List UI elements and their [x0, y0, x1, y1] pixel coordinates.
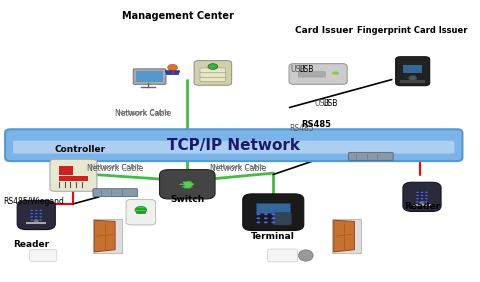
Text: USB: USB — [290, 65, 306, 74]
Text: Controller: Controller — [55, 145, 106, 154]
FancyBboxPatch shape — [299, 72, 325, 77]
FancyBboxPatch shape — [400, 80, 425, 83]
Ellipse shape — [39, 219, 42, 221]
Ellipse shape — [264, 221, 268, 223]
Bar — [93, 219, 122, 253]
Text: Network Cable: Network Cable — [210, 164, 266, 173]
FancyBboxPatch shape — [200, 68, 226, 73]
Ellipse shape — [332, 71, 339, 75]
Text: RS485: RS485 — [301, 120, 331, 129]
FancyBboxPatch shape — [256, 203, 290, 213]
Text: Network Cable: Network Cable — [118, 110, 168, 116]
FancyBboxPatch shape — [403, 182, 441, 212]
Ellipse shape — [416, 192, 419, 193]
Ellipse shape — [420, 192, 423, 193]
Ellipse shape — [420, 198, 423, 199]
FancyBboxPatch shape — [396, 57, 430, 86]
Text: USB: USB — [298, 65, 313, 74]
Polygon shape — [334, 220, 354, 252]
Text: Management Center: Management Center — [122, 11, 234, 21]
Text: Network Cable: Network Cable — [115, 109, 171, 118]
Ellipse shape — [348, 235, 350, 237]
Text: RS485/Wiegand: RS485/Wiegand — [4, 197, 65, 206]
Ellipse shape — [35, 216, 37, 217]
FancyBboxPatch shape — [268, 249, 298, 262]
FancyBboxPatch shape — [59, 176, 88, 181]
Text: Switch: Switch — [170, 195, 204, 204]
Ellipse shape — [425, 192, 428, 193]
FancyBboxPatch shape — [50, 159, 97, 191]
Ellipse shape — [30, 216, 33, 217]
FancyBboxPatch shape — [17, 201, 55, 230]
FancyBboxPatch shape — [200, 77, 226, 82]
Ellipse shape — [39, 216, 42, 217]
Ellipse shape — [299, 250, 313, 261]
Text: TCP/IP Network: TCP/IP Network — [167, 138, 300, 153]
Ellipse shape — [264, 213, 268, 215]
Ellipse shape — [420, 201, 423, 202]
Ellipse shape — [256, 221, 260, 223]
FancyBboxPatch shape — [348, 152, 393, 160]
Ellipse shape — [420, 195, 423, 196]
Ellipse shape — [208, 64, 218, 69]
Ellipse shape — [416, 201, 419, 202]
Ellipse shape — [39, 210, 42, 211]
Text: Card Issuer: Card Issuer — [295, 26, 353, 35]
Text: Network Cable: Network Cable — [87, 164, 144, 173]
FancyBboxPatch shape — [30, 250, 57, 261]
FancyBboxPatch shape — [93, 189, 138, 197]
Ellipse shape — [135, 206, 146, 213]
Text: USB: USB — [314, 99, 330, 108]
Ellipse shape — [416, 195, 419, 196]
FancyBboxPatch shape — [26, 222, 46, 224]
Ellipse shape — [256, 217, 260, 219]
FancyBboxPatch shape — [13, 141, 455, 154]
FancyBboxPatch shape — [59, 166, 73, 175]
Ellipse shape — [425, 195, 428, 196]
Ellipse shape — [35, 213, 37, 214]
Ellipse shape — [425, 201, 428, 202]
Text: Network Cable: Network Cable — [90, 164, 141, 170]
Ellipse shape — [271, 221, 275, 223]
Ellipse shape — [30, 219, 33, 221]
FancyBboxPatch shape — [273, 213, 291, 225]
Text: RS485: RS485 — [289, 124, 313, 133]
Polygon shape — [95, 220, 115, 252]
Ellipse shape — [39, 213, 42, 214]
Ellipse shape — [30, 210, 33, 211]
FancyBboxPatch shape — [126, 200, 156, 225]
FancyBboxPatch shape — [403, 65, 422, 73]
Ellipse shape — [108, 235, 111, 237]
Polygon shape — [166, 71, 180, 74]
Ellipse shape — [168, 64, 178, 71]
Ellipse shape — [30, 213, 33, 214]
Text: Terminal: Terminal — [252, 232, 295, 241]
Ellipse shape — [35, 219, 37, 221]
Ellipse shape — [34, 219, 39, 222]
Text: Reader: Reader — [13, 240, 49, 249]
Text: Network Cable: Network Cable — [213, 164, 264, 170]
Ellipse shape — [35, 210, 37, 211]
FancyBboxPatch shape — [200, 72, 226, 77]
Ellipse shape — [264, 217, 268, 219]
Ellipse shape — [409, 76, 417, 81]
Ellipse shape — [416, 198, 419, 199]
FancyBboxPatch shape — [194, 61, 232, 85]
Bar — [332, 219, 361, 253]
Ellipse shape — [271, 213, 275, 215]
FancyBboxPatch shape — [5, 129, 462, 161]
Ellipse shape — [420, 201, 425, 204]
FancyBboxPatch shape — [289, 64, 347, 84]
FancyBboxPatch shape — [243, 194, 304, 230]
Ellipse shape — [256, 213, 260, 215]
FancyBboxPatch shape — [133, 69, 166, 84]
FancyBboxPatch shape — [159, 170, 215, 199]
Text: Reader: Reader — [404, 202, 440, 212]
Ellipse shape — [271, 217, 275, 219]
FancyBboxPatch shape — [136, 71, 163, 82]
Text: USB: USB — [322, 99, 337, 108]
FancyBboxPatch shape — [412, 204, 432, 206]
Text: Fingerprint Card Issuer: Fingerprint Card Issuer — [358, 26, 468, 35]
Ellipse shape — [425, 198, 428, 199]
